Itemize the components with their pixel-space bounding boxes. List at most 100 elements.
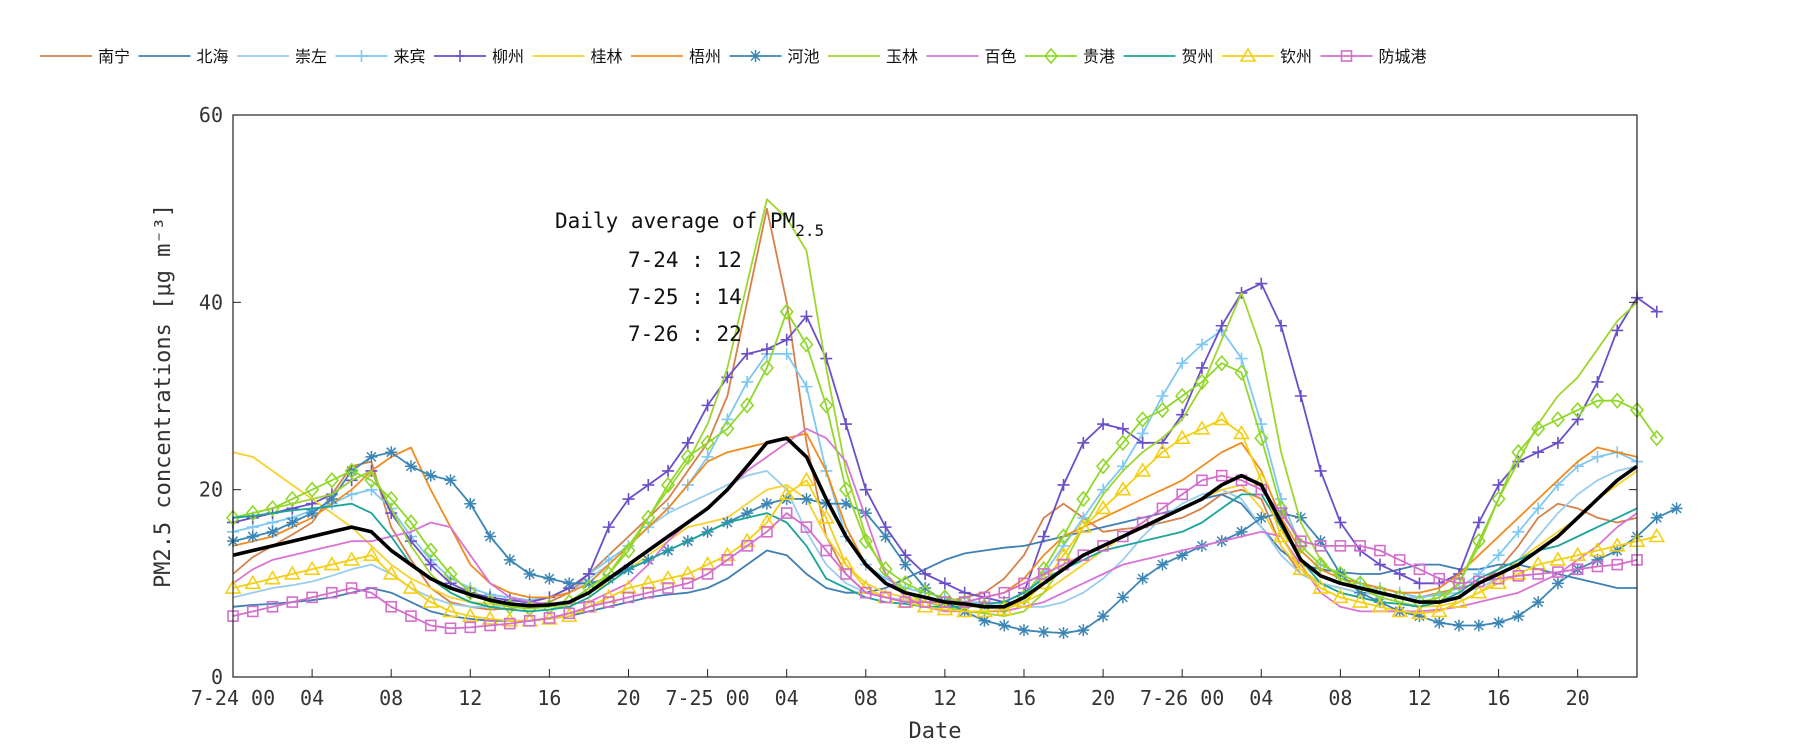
data-point-marker xyxy=(286,516,299,529)
data-point-marker xyxy=(1235,352,1248,365)
data-point-marker xyxy=(622,591,635,604)
series-line xyxy=(232,207,1638,611)
data-point-marker xyxy=(245,504,260,522)
series-line xyxy=(232,198,1638,617)
data-point-marker xyxy=(325,493,338,506)
data-point-marker xyxy=(265,500,280,517)
legend-entry: 南宁 xyxy=(40,47,130,66)
data-point-marker xyxy=(1351,593,1369,608)
series-10 xyxy=(225,303,1664,617)
data-point-marker xyxy=(443,565,458,583)
data-point-marker xyxy=(741,375,754,388)
y-axis: 0 20 40 60 xyxy=(199,103,1637,689)
data-point-marker xyxy=(1373,558,1386,571)
legend-label: 贺州 xyxy=(1182,47,1214,66)
data-point-marker xyxy=(264,570,281,585)
data-point-marker xyxy=(662,582,674,594)
data-point-marker xyxy=(355,50,368,62)
data-point-marker xyxy=(246,605,259,618)
data-point-marker xyxy=(1393,554,1406,566)
data-point-marker xyxy=(1492,478,1505,491)
data-point-marker xyxy=(384,490,399,508)
data-point-marker xyxy=(760,343,773,356)
data-point-marker xyxy=(761,526,773,538)
data-point-marker xyxy=(879,530,892,543)
data-point-marker xyxy=(859,507,872,520)
data-point-marker xyxy=(303,560,321,576)
data-point-marker xyxy=(1116,422,1129,435)
data-point-marker xyxy=(345,582,358,594)
data-point-marker xyxy=(422,593,440,608)
data-point-marker xyxy=(938,577,951,590)
x-tick-label: 04 xyxy=(300,686,324,710)
series-8 xyxy=(232,198,1638,617)
x-tick-label: 12 xyxy=(1407,686,1431,710)
data-point-marker xyxy=(799,336,814,353)
data-point-marker xyxy=(741,507,754,520)
data-point-marker xyxy=(543,612,556,624)
data-point-marker xyxy=(364,472,379,489)
data-point-marker xyxy=(385,600,397,613)
data-point-marker xyxy=(501,612,519,627)
data-point-marker xyxy=(463,584,478,601)
series-1 xyxy=(232,493,1637,622)
data-point-marker xyxy=(444,622,457,635)
data-point-marker xyxy=(1354,586,1367,599)
data-point-marker xyxy=(1272,527,1290,543)
data-point-marker xyxy=(382,565,400,580)
data-point-marker xyxy=(1097,540,1109,552)
legend-label: 南宁 xyxy=(98,47,130,66)
data-point-marker xyxy=(720,420,735,438)
data-point-marker xyxy=(523,614,536,627)
series-line xyxy=(232,493,1637,622)
data-point-marker xyxy=(363,546,380,562)
x-axis-label: Date xyxy=(909,719,962,744)
data-point-marker xyxy=(741,347,754,360)
data-point-marker xyxy=(365,586,378,599)
data-point-marker xyxy=(484,619,496,632)
data-point-marker xyxy=(1453,577,1465,590)
data-point-marker xyxy=(1295,535,1307,547)
data-point-marker xyxy=(1550,411,1565,428)
data-point-marker xyxy=(1294,511,1307,524)
data-point-marker xyxy=(481,610,499,625)
data-point-marker xyxy=(1194,373,1210,391)
data-point-marker xyxy=(306,507,319,520)
legend-label: 贵港 xyxy=(1083,47,1115,66)
data-point-marker xyxy=(1254,429,1269,447)
data-point-marker xyxy=(403,514,419,531)
legend-entry: 梧州 xyxy=(631,47,721,66)
data-point-marker xyxy=(1097,610,1110,623)
x-tick-label: 04 xyxy=(1249,686,1273,710)
legend-label: 防城港 xyxy=(1379,47,1427,66)
data-point-marker xyxy=(701,568,714,580)
data-point-marker xyxy=(1331,588,1349,604)
legend-entry: 防城港 xyxy=(1320,47,1427,66)
x-tick-label: 16 xyxy=(537,686,561,710)
legend-label: 百色 xyxy=(985,47,1017,66)
legend-label: 河池 xyxy=(788,47,820,66)
data-point-marker xyxy=(1134,462,1152,477)
x-tick-label: 20 xyxy=(1091,686,1115,710)
data-point-marker xyxy=(840,418,853,431)
daily-average-annotation: Daily average of PM2.5 7-24 : 12 7-25 : 14… xyxy=(555,209,824,346)
data-point-marker xyxy=(1255,511,1268,524)
data-point-marker xyxy=(1037,530,1050,543)
data-point-marker xyxy=(956,602,974,618)
y-tick-label: 40 xyxy=(199,290,223,314)
data-point-marker xyxy=(1611,558,1624,571)
x-tick-label: 12 xyxy=(933,686,957,710)
data-point-marker xyxy=(800,380,813,393)
data-point-marker xyxy=(978,614,991,627)
data-point-marker xyxy=(1532,596,1545,609)
data-point-marker xyxy=(1233,424,1250,440)
data-point-marker xyxy=(998,619,1011,632)
data-point-marker xyxy=(859,586,872,599)
data-point-marker xyxy=(1015,593,1033,608)
legend-label: 玉林 xyxy=(886,47,918,66)
legend-entry: 崇左 xyxy=(237,47,327,66)
data-point-marker xyxy=(1590,392,1605,409)
data-point-marker xyxy=(1492,549,1505,562)
data-point-marker xyxy=(285,490,300,508)
data-point-marker xyxy=(1077,511,1090,524)
